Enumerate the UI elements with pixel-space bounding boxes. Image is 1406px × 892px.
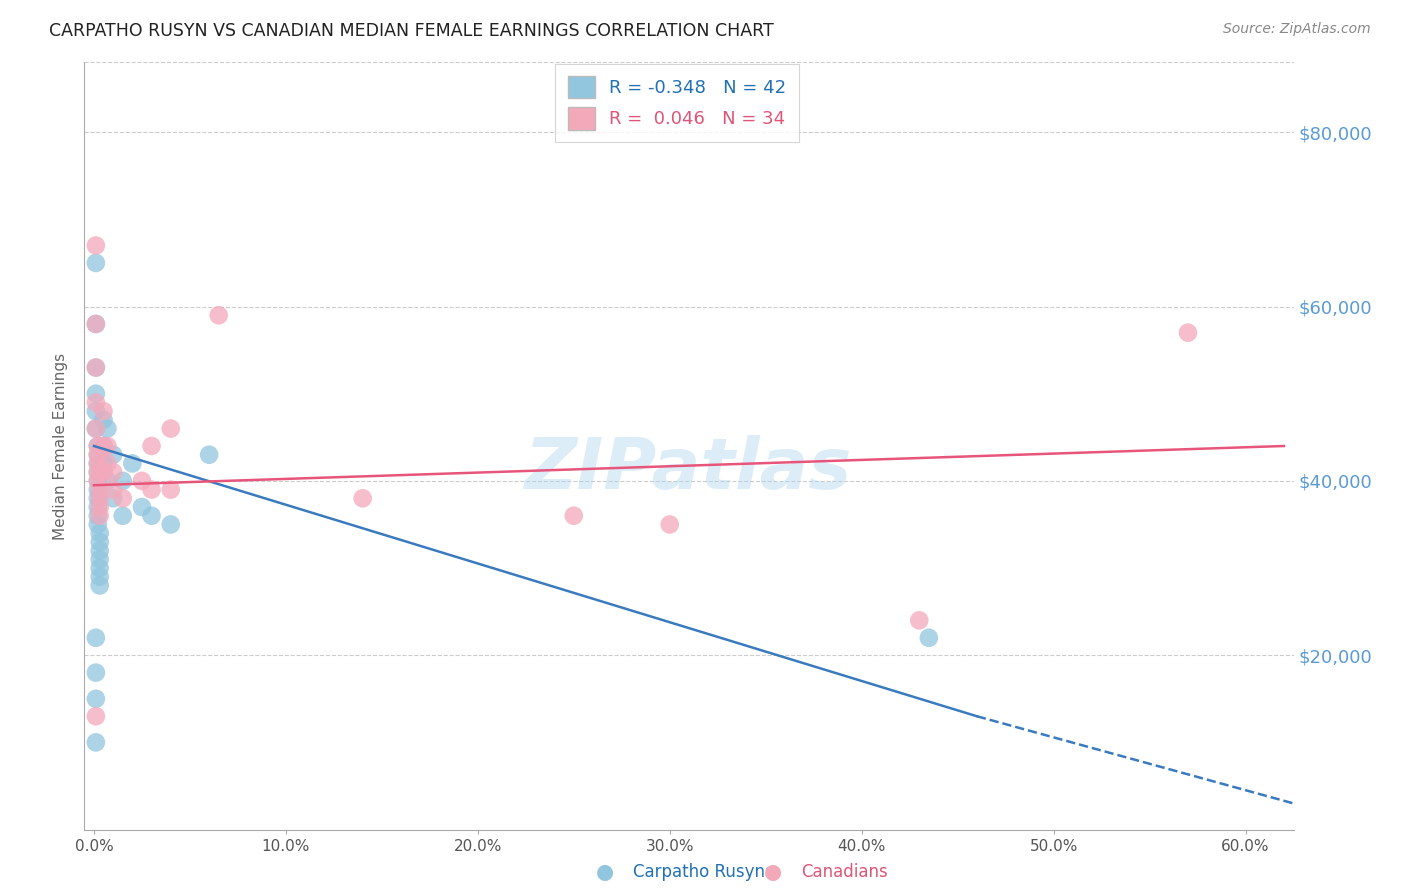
Point (87, 465, 110, 479)
Point (87, 457, 110, 471)
Point (89, 535, 111, 549)
Point (96, 439, 118, 453)
Point (84, 631, 107, 645)
Point (93, 465, 115, 479)
Point (101, 465, 124, 479)
Point (141, 508, 163, 523)
Point (101, 483, 124, 497)
Point (87, 517, 110, 532)
Point (208, 308, 231, 322)
Point (87, 508, 110, 523)
Point (93, 413, 115, 427)
Point (87, 500, 110, 514)
Point (658, 517, 681, 532)
Point (84, 395, 107, 409)
Point (87, 448, 110, 462)
Point (141, 439, 163, 453)
Point (131, 500, 153, 514)
Point (101, 491, 124, 506)
Text: Source: ZipAtlas.com: Source: ZipAtlas.com (1223, 22, 1371, 37)
Point (96, 457, 118, 471)
Point (89, 500, 111, 514)
Text: Canadians: Canadians (801, 863, 889, 881)
Point (84, 386, 107, 401)
Point (84, 735, 107, 749)
Point (159, 421, 181, 435)
Point (111, 491, 134, 506)
Point (84, 421, 107, 435)
Point (159, 517, 181, 532)
Point (352, 491, 374, 506)
Point (93, 439, 115, 453)
Point (84, 317, 107, 331)
Point (84, 256, 107, 270)
Point (918, 631, 941, 645)
Point (908, 613, 931, 627)
Point (101, 448, 124, 462)
Point (84, 360, 107, 375)
Point (121, 457, 143, 471)
Text: CARPATHO RUSYN VS CANADIAN MEDIAN FEMALE EARNINGS CORRELATION CHART: CARPATHO RUSYN VS CANADIAN MEDIAN FEMALE… (49, 22, 773, 40)
Point (93, 439, 115, 453)
Point (89, 483, 111, 497)
Point (87, 491, 110, 506)
Point (131, 474, 153, 488)
Point (87, 474, 110, 488)
Point (89, 508, 111, 523)
Point (159, 483, 181, 497)
Point (96, 474, 118, 488)
Point (89, 526, 111, 541)
Point (1177, 326, 1199, 340)
Point (93, 457, 115, 471)
Point (96, 421, 118, 435)
Text: ●: ● (765, 863, 782, 882)
Point (93, 404, 115, 418)
Point (562, 508, 585, 523)
Point (89, 552, 111, 566)
Text: Carpatho Rusyns: Carpatho Rusyns (633, 863, 773, 881)
Point (89, 543, 111, 558)
Point (111, 474, 134, 488)
Point (87, 474, 110, 488)
Point (84, 665, 107, 680)
Point (84, 421, 107, 435)
Point (89, 578, 111, 592)
Point (198, 448, 221, 462)
Point (89, 570, 111, 584)
Point (111, 508, 134, 523)
Point (84, 317, 107, 331)
Point (87, 483, 110, 497)
Point (89, 561, 111, 575)
Point (87, 457, 110, 471)
Point (141, 483, 163, 497)
Text: ZIPatlas: ZIPatlas (526, 434, 852, 503)
Point (84, 360, 107, 375)
Legend: R = -0.348   N = 42, R =  0.046   N = 34: R = -0.348 N = 42, R = 0.046 N = 34 (555, 64, 799, 142)
Y-axis label: Median Female Earnings: Median Female Earnings (53, 352, 69, 540)
Point (87, 465, 110, 479)
Point (84, 404, 107, 418)
Text: ●: ● (596, 863, 613, 882)
Point (87, 448, 110, 462)
Point (84, 691, 107, 706)
Point (84, 238, 107, 252)
Point (87, 439, 110, 453)
Point (84, 709, 107, 723)
Point (89, 491, 111, 506)
Point (87, 439, 110, 453)
